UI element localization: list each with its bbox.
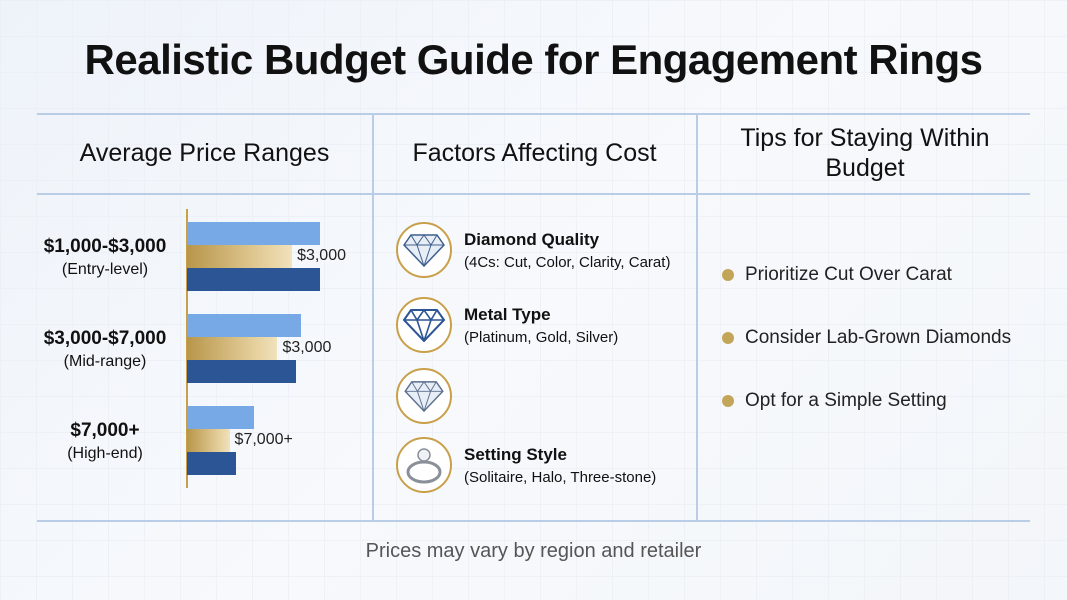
page-title: Realistic Budget Guide for Engagement Ri… <box>84 36 983 83</box>
factor-subtitle: (Platinum, Gold, Silver) <box>464 328 619 346</box>
bar-3-series-3 <box>187 452 237 475</box>
price-tier: (High-end) <box>67 445 143 462</box>
bullet-icon <box>722 269 734 281</box>
factor-title: Setting Style <box>464 444 567 464</box>
factor-title: Diamond Quality <box>464 229 600 249</box>
price-range: $1,000-$3,000 <box>43 236 167 257</box>
tip-text: Consider Lab-Grown Diamonds <box>745 327 1012 348</box>
tip-item: Opt for a Simple Setting <box>722 390 947 412</box>
bar-3-series-2 <box>187 429 230 452</box>
diamond-outline-icon <box>396 297 452 353</box>
price-category: $7,000+ (High-end) <box>30 420 180 463</box>
factor-subtitle: (Solitaire, Halo, Three-stone) <box>464 468 657 486</box>
factor-item: Metal Type (Platinum, Gold, Silver) <box>396 297 618 353</box>
tip-item: Consider Lab-Grown Diamonds <box>722 327 1011 349</box>
bullet-icon <box>722 332 734 344</box>
diamond-icon <box>396 368 452 424</box>
bar-2-series-1 <box>187 314 302 337</box>
column-header-price: Average Price Ranges <box>79 139 330 167</box>
price-category: $1,000-$3,000 (Entry-level) <box>30 236 180 279</box>
ring-icon <box>396 437 452 493</box>
divider <box>37 193 1030 195</box>
price-tier: (Entry-level) <box>61 261 149 278</box>
footer-note: Prices may vary by region and retailer <box>365 540 702 562</box>
tip-text: Prioritize Cut Over Carat <box>745 264 952 285</box>
bar-3-series-1 <box>187 406 254 429</box>
bar-1-series-2 <box>187 245 293 268</box>
bar-1-series-1 <box>187 222 320 245</box>
diamond-icon <box>396 222 452 278</box>
tip-text: Opt for a Simple Setting <box>745 390 947 411</box>
price-tier: (Mid-range) <box>63 353 147 370</box>
tip-item: Prioritize Cut Over Carat <box>722 264 952 286</box>
price-range: $3,000-$7,000 <box>43 328 167 349</box>
factor-title: Metal Type <box>464 304 551 324</box>
bullet-icon <box>722 395 734 407</box>
bar-2-series-3 <box>187 360 297 383</box>
divider <box>37 113 1030 115</box>
bar-1-series-3 <box>187 268 320 291</box>
factor-item <box>396 368 464 424</box>
factor-item: Setting Style (Solitaire, Halo, Three-sto… <box>396 437 656 493</box>
divider <box>372 113 374 520</box>
factor-subtitle: (4Cs: Cut, Color, Clarity, Carat) <box>464 253 671 271</box>
bar-data-label: $7,000+ <box>234 431 293 448</box>
price-category: $3,000-$7,000 (Mid-range) <box>30 328 180 371</box>
bar-data-label: $3,000 <box>297 247 346 264</box>
column-header-factors: Factors Affecting Cost <box>412 139 657 167</box>
price-range: $7,000+ <box>70 420 140 441</box>
bar-data-label: $3,000 <box>282 339 332 356</box>
column-header-tips: Tips for Staying Within Budget <box>740 124 990 182</box>
factor-item: Diamond Quality (4Cs: Cut, Color, Clarity… <box>396 222 670 278</box>
divider <box>37 520 1030 522</box>
divider <box>696 113 698 520</box>
bar-2-series-2 <box>187 337 278 360</box>
